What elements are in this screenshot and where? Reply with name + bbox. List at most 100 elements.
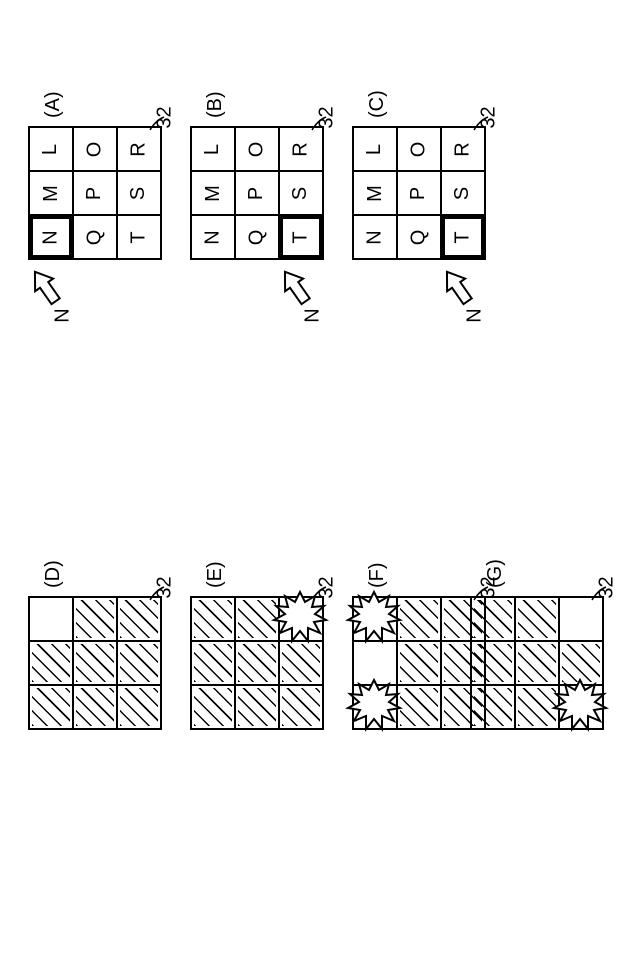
letter-grid: L O R M P S N Q T bbox=[28, 126, 162, 260]
grid-cell: O bbox=[235, 127, 279, 171]
grid-cell-hatched bbox=[117, 685, 161, 729]
panel-D: (D) 32 bbox=[28, 560, 188, 780]
panel-G: (G) 32 bbox=[470, 560, 630, 780]
grid-cell: Q bbox=[73, 215, 117, 259]
grid-cell: M bbox=[353, 171, 397, 215]
grid-cell: S bbox=[279, 171, 323, 215]
pointer-arrow bbox=[434, 264, 484, 314]
pointer-arrow bbox=[22, 264, 72, 314]
grid-cell-hatched bbox=[73, 685, 117, 729]
cell-letter: S bbox=[128, 186, 151, 199]
grid-cell-hatched bbox=[191, 685, 235, 729]
cell-letter: N bbox=[201, 230, 224, 244]
cell-letter: S bbox=[290, 186, 313, 199]
hatch-grid bbox=[28, 596, 162, 730]
grid-cell: L bbox=[29, 127, 73, 171]
cell-letter: T bbox=[452, 231, 475, 243]
grid-cell: P bbox=[235, 171, 279, 215]
grid-cell: R bbox=[279, 127, 323, 171]
grid-cell-highlight: T bbox=[441, 215, 485, 259]
panel-A: (A) 32 L O R M P S N Q T N bbox=[28, 90, 188, 410]
grid-cell-hatched bbox=[29, 685, 73, 729]
cell-letter: O bbox=[84, 141, 107, 157]
grid-cell: Q bbox=[397, 215, 441, 259]
burst-icon bbox=[270, 588, 330, 648]
grid-cell: T bbox=[117, 215, 161, 259]
grid-cell-hatched bbox=[279, 685, 323, 729]
panel-label-C: (C) bbox=[366, 90, 389, 118]
burst-icon bbox=[344, 588, 404, 648]
letter-grid: L O R M P S N Q T bbox=[352, 126, 486, 260]
cell-letter: M bbox=[363, 185, 386, 202]
grid-cell: N bbox=[353, 215, 397, 259]
cell-letter: R bbox=[289, 142, 312, 156]
grid-cell: S bbox=[117, 171, 161, 215]
grid-cell-hatched bbox=[515, 597, 559, 641]
grid-cell-hatched bbox=[191, 641, 235, 685]
grid-cell: R bbox=[441, 127, 485, 171]
grid-cell-hatched bbox=[117, 641, 161, 685]
grid-cell: Q bbox=[235, 215, 279, 259]
burst-icon bbox=[550, 676, 610, 736]
panel-label-G: (G) bbox=[484, 559, 507, 588]
cell-letter: T bbox=[290, 231, 313, 243]
grid-cell: M bbox=[29, 171, 73, 215]
grid-cell-hatched bbox=[117, 597, 161, 641]
cell-letter: L bbox=[364, 143, 387, 154]
cell-letter: L bbox=[202, 143, 225, 154]
grid-cell-hatched bbox=[191, 597, 235, 641]
panel-E: (E) 32 bbox=[190, 560, 350, 780]
grid-cell: L bbox=[191, 127, 235, 171]
grid-cell: R bbox=[117, 127, 161, 171]
grid-cell bbox=[29, 597, 73, 641]
burst-icon bbox=[344, 676, 404, 736]
cell-letter: L bbox=[40, 143, 63, 154]
arrow-label: N bbox=[464, 308, 487, 322]
grid-cell-hatched bbox=[73, 597, 117, 641]
panel-label-B: (B) bbox=[204, 91, 227, 118]
panel-label-F: (F) bbox=[366, 562, 389, 588]
arrow-label: N bbox=[302, 308, 325, 322]
cell-letter: O bbox=[408, 141, 431, 157]
grid-cell-highlight: N bbox=[29, 215, 73, 259]
panel-B: (B) 32 L O R M P S N Q T N bbox=[190, 90, 350, 410]
grid-cell-hatched bbox=[73, 641, 117, 685]
letter-grid: L O R M P S N Q T bbox=[190, 126, 324, 260]
pointer-arrow bbox=[272, 264, 322, 314]
cell-letter: M bbox=[39, 185, 62, 202]
cell-letter: N bbox=[39, 230, 62, 244]
panel-C: (C) 32 L O R M P S N Q T N bbox=[352, 90, 512, 410]
grid-cell: N bbox=[191, 215, 235, 259]
grid-cell-hatched bbox=[471, 597, 515, 641]
cell-letter: Q bbox=[408, 229, 431, 245]
grid-cell-hatched bbox=[29, 641, 73, 685]
cell-letter: M bbox=[201, 185, 224, 202]
cell-letter: N bbox=[363, 230, 386, 244]
grid-cell: S bbox=[441, 171, 485, 215]
grid-cell: L bbox=[353, 127, 397, 171]
cell-letter: R bbox=[127, 142, 150, 156]
cell-letter: S bbox=[452, 186, 475, 199]
grid-cell-highlight: T bbox=[279, 215, 323, 259]
grid-cell: M bbox=[191, 171, 235, 215]
grid-cell: P bbox=[397, 171, 441, 215]
cell-letter: P bbox=[84, 186, 107, 199]
grid-cell-hatched bbox=[235, 685, 279, 729]
panel-label-D: (D) bbox=[42, 560, 65, 588]
cell-letter: T bbox=[128, 231, 151, 243]
cell-letter: P bbox=[246, 186, 269, 199]
panel-label-E: (E) bbox=[204, 561, 227, 588]
grid-cell-hatched bbox=[471, 641, 515, 685]
grid-cell: P bbox=[73, 171, 117, 215]
grid-cell: O bbox=[73, 127, 117, 171]
grid-cell bbox=[559, 597, 603, 641]
cell-letter: Q bbox=[246, 229, 269, 245]
grid-cell: O bbox=[397, 127, 441, 171]
panel-label-A: (A) bbox=[42, 91, 65, 118]
grid-cell-hatched bbox=[471, 685, 515, 729]
figure-stage: (A) 32 L O R M P S N Q T N (B) 32 bbox=[0, 0, 640, 969]
arrow-label: N bbox=[52, 308, 75, 322]
cell-letter: P bbox=[408, 186, 431, 199]
cell-letter: O bbox=[246, 141, 269, 157]
cell-letter: R bbox=[451, 142, 474, 156]
